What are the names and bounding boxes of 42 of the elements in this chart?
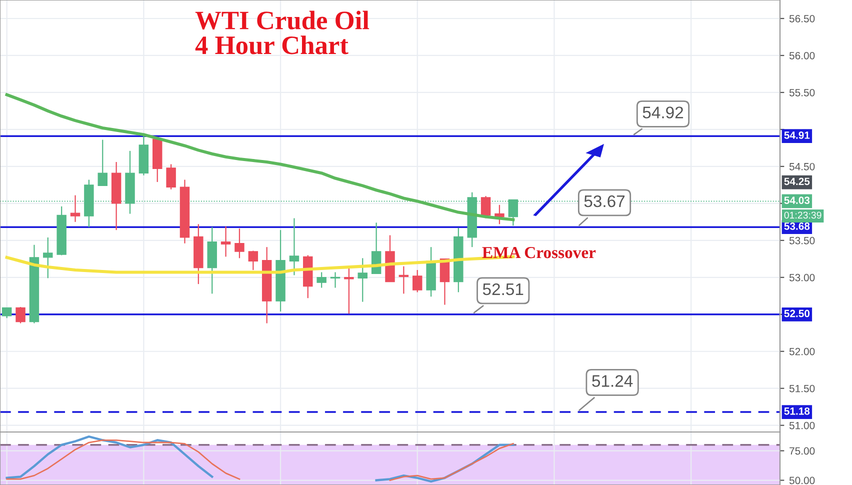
ref-line-label: 51.18	[784, 407, 810, 415]
candlestick	[358, 258, 368, 302]
text: WTI Crude Oil 4 Hour Chart	[195, 10, 370, 54]
candlestick	[289, 218, 300, 276]
candlestick	[248, 250, 258, 271]
ref-line-label: 52.50	[784, 310, 810, 318]
y-tick-label: 52.00	[789, 348, 815, 356]
y-tick-label: 53.50	[789, 236, 815, 244]
candlestick	[234, 228, 244, 259]
candlestick	[330, 272, 340, 288]
y-tick-label: 55.50	[789, 88, 815, 96]
y-tick-label: 56.50	[789, 14, 815, 22]
candlestick	[2, 307, 12, 319]
text: 01:23:39	[784, 212, 822, 219]
text: 54.25	[784, 178, 810, 186]
candlestick	[412, 269, 422, 293]
annotation: 54.92	[642, 106, 684, 118]
y-tick-label: 54.50	[789, 162, 815, 170]
y-tick-label: 51.00	[789, 422, 815, 430]
annotation: EMA Crossover	[482, 246, 596, 258]
candlestick	[43, 236, 53, 279]
candlestick	[494, 204, 504, 225]
candlestick	[398, 266, 409, 294]
y-tick-label: 56.00	[789, 52, 815, 60]
candlestick	[220, 226, 231, 258]
line-series	[5, 93, 515, 222]
candlestick	[16, 306, 26, 324]
ref-line-label: 54.91	[784, 132, 810, 139]
annotation: 53.67	[584, 195, 625, 208]
ref-line-label: 53.68	[784, 222, 810, 230]
annotation: 51.24	[592, 375, 633, 387]
candlestick	[316, 272, 326, 288]
ref-line-label: 54.03	[784, 196, 810, 204]
y-tick-label: 50.00	[789, 476, 815, 484]
annotation: 52.51	[482, 283, 524, 296]
candlestick	[344, 266, 354, 314]
y-tick-label: 53.00	[789, 274, 815, 282]
candlestick	[70, 194, 80, 222]
y-tick-label: 75.00	[790, 447, 815, 455]
y-tick-label: 51.50	[789, 384, 815, 392]
candlestick	[166, 164, 176, 190]
candlestick	[98, 139, 108, 186]
